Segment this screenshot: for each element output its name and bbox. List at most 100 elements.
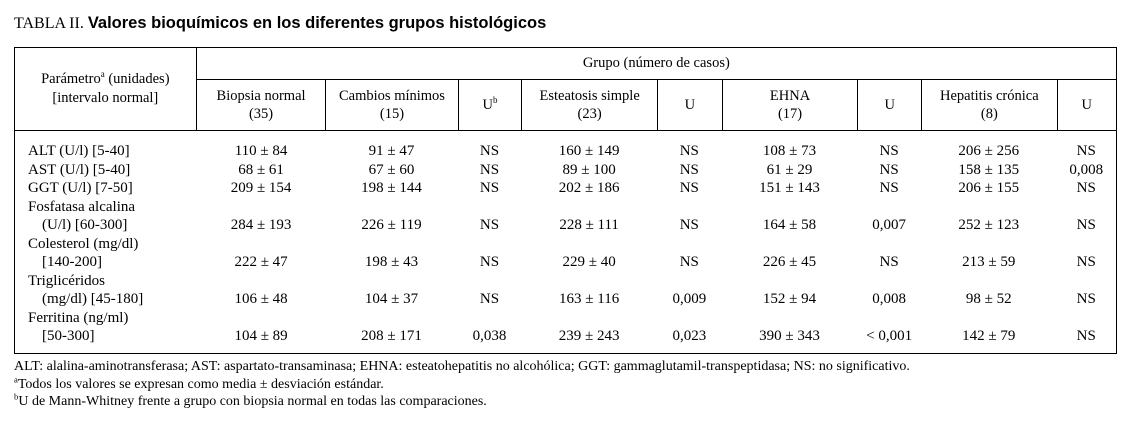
cell: 160 ± 149 bbox=[558, 143, 620, 159]
table-row-ferritina: Ferritina (ng/ml) [50-300] 104 ± 89 208 … bbox=[15, 309, 1116, 346]
cell: NS bbox=[1076, 217, 1096, 233]
cell: 142 ± 79 bbox=[962, 328, 1016, 344]
table-row-alt: ALT (U/l) [5-40] 110 ± 84 91 ± 47 NS 160… bbox=[15, 142, 1116, 161]
cell: NS bbox=[679, 180, 699, 196]
footnote-marker-b: b bbox=[492, 95, 498, 106]
cell: NS bbox=[679, 143, 699, 159]
cell: NS bbox=[1076, 254, 1096, 270]
cell: NS bbox=[1076, 291, 1096, 307]
cell: NS bbox=[479, 143, 500, 159]
cell: < 0,001 bbox=[866, 328, 913, 344]
cell: 228 ± 111 bbox=[559, 217, 619, 233]
cell: 163 ± 116 bbox=[559, 291, 620, 307]
table-number-label: TABLA II. bbox=[14, 15, 84, 32]
table-row-colesterol: Colesterol (mg/dl) [140-200] 222 ± 47 19… bbox=[15, 235, 1116, 272]
cell: 198 ± 43 bbox=[364, 254, 419, 270]
cell: NS bbox=[879, 254, 899, 270]
cell: 108 ± 73 bbox=[762, 143, 817, 159]
cell: 0,009 bbox=[672, 291, 707, 307]
group-header: Grupo (número de casos) bbox=[196, 48, 1116, 80]
table-row-fosfatasa-alcalina: Fosfatasa alcalina (U/l) [60-300] 284 ± … bbox=[15, 198, 1116, 235]
cell: NS bbox=[479, 217, 500, 233]
table-row-ast: AST (U/l) [5-40] 68 ± 61 67 ± 60 NS 89 ±… bbox=[15, 161, 1116, 180]
cell: 252 ± 123 bbox=[958, 217, 1020, 233]
cell: NS bbox=[679, 161, 699, 178]
cell: NS bbox=[879, 161, 899, 178]
group-header-block: Grupo (número de casos) Biopsia normal (… bbox=[196, 48, 1116, 130]
cell: 206 ± 256 bbox=[958, 143, 1020, 159]
table-row-trigliceridos: Triglicéridos (mg/dl) [45-180] 106 ± 48 … bbox=[15, 272, 1116, 309]
cell: 67 ± 60 bbox=[368, 161, 415, 178]
cell: 0,007 bbox=[872, 217, 907, 233]
cell: NS bbox=[1076, 328, 1096, 344]
data-table: Parámetroa (unidades) [intervalo normal]… bbox=[14, 47, 1117, 354]
col-header-u2: U bbox=[656, 80, 722, 130]
cell: 164 ± 58 bbox=[762, 217, 817, 233]
cell: NS bbox=[879, 180, 899, 196]
cell: 229 ± 40 bbox=[562, 254, 616, 270]
cell: 61 ± 29 bbox=[766, 161, 813, 178]
cell: 110 ± 84 bbox=[234, 143, 288, 159]
cell: 0,008 bbox=[1069, 161, 1104, 178]
cell: 209 ± 154 bbox=[230, 180, 292, 196]
col-header-hepatitis-cronica: Hepatitis crónica (8) bbox=[921, 80, 1056, 130]
param-header-line2: [intervalo normal] bbox=[52, 90, 159, 106]
cell: NS bbox=[1076, 143, 1096, 159]
group-columns-row: Biopsia normal (35) Cambios mínimos (15)… bbox=[197, 80, 1116, 130]
row-param: GGT (U/l) [7-50] bbox=[28, 180, 133, 196]
param-header-line1: Parámetroa (unidades) bbox=[41, 69, 170, 87]
cell: 198 ± 144 bbox=[361, 180, 422, 196]
cell: 98 ± 52 bbox=[965, 291, 1012, 307]
col-header-ehna: EHNA (17) bbox=[721, 80, 857, 130]
row-param: ALT (U/l) [5-40] bbox=[28, 143, 130, 159]
footnote-abbreviations: ALT: alalina-aminotransferasa; AST: aspa… bbox=[14, 359, 910, 374]
cell: 284 ± 193 bbox=[230, 217, 292, 233]
cell: 106 ± 48 bbox=[234, 291, 288, 307]
table-title: TABLA II. Valores bioquímicos en los dife… bbox=[14, 12, 1131, 35]
cell: 213 ± 59 bbox=[962, 254, 1016, 270]
row-param: AST (U/l) [5-40] bbox=[28, 161, 131, 178]
footnote-b-marker: b bbox=[14, 391, 19, 402]
row-param: Colesterol (mg/dl) [140-200] bbox=[28, 235, 139, 271]
cell: NS bbox=[479, 254, 500, 270]
col-header-biopsia-normal: Biopsia normal (35) bbox=[216, 88, 306, 122]
cell: NS bbox=[479, 161, 500, 178]
col-header-cambios-minimos: Cambios mínimos (15) bbox=[325, 80, 457, 130]
cell: NS bbox=[679, 254, 699, 270]
col-header-u1: Ub bbox=[457, 80, 522, 130]
cell: NS bbox=[1076, 180, 1096, 196]
cell: 89 ± 100 bbox=[562, 161, 616, 178]
cell: 206 ± 155 bbox=[958, 180, 1020, 196]
param-column-header: Parámetroa (unidades) [intervalo normal] bbox=[15, 48, 197, 130]
cell: 91 ± 47 bbox=[368, 143, 415, 159]
cell: NS bbox=[679, 217, 699, 233]
cell: 68 ± 61 bbox=[238, 161, 284, 178]
footnote-marker-a: a bbox=[100, 69, 105, 80]
cell: NS bbox=[879, 143, 899, 159]
cell: 390 ± 343 bbox=[759, 328, 820, 344]
cell: 0,008 bbox=[872, 291, 907, 307]
cell: 208 ± 171 bbox=[361, 328, 422, 344]
col-header-u3: U bbox=[857, 80, 921, 130]
cell: 0,038 bbox=[472, 328, 507, 344]
footnote-b: bU de Mann-Whitney frente a grupo con bi… bbox=[14, 391, 487, 409]
cell: 226 ± 45 bbox=[762, 254, 817, 270]
table-footnotes: ALT: alalina-aminotransferasa; AST: aspa… bbox=[14, 358, 1119, 411]
cell: 104 ± 37 bbox=[364, 291, 419, 307]
cell: 226 ± 119 bbox=[361, 217, 422, 233]
footnote-a: aTodos los valores se expresan como medi… bbox=[14, 373, 384, 392]
table-row-ggt: GGT (U/l) [7-50] 209 ± 154 198 ± 144 NS … bbox=[15, 179, 1116, 198]
row-param: Fosfatasa alcalina (U/l) [60-300] bbox=[28, 198, 136, 234]
table-header: Parámetroa (unidades) [intervalo normal]… bbox=[15, 48, 1116, 131]
row-param: Ferritina (ng/ml) [50-300] bbox=[28, 309, 129, 345]
col-header-esteatosis-simple: Esteatosis simple (23) bbox=[521, 80, 656, 130]
col-header-u4: U bbox=[1056, 80, 1116, 130]
cell: 158 ± 135 bbox=[958, 161, 1020, 178]
cell: NS bbox=[479, 291, 500, 307]
cell: NS bbox=[479, 180, 500, 196]
cell: 0,023 bbox=[672, 328, 707, 344]
cell: 152 ± 94 bbox=[762, 291, 817, 307]
cell: 202 ± 186 bbox=[558, 180, 620, 196]
row-param: Triglicéridos (mg/dl) [45-180] bbox=[28, 272, 144, 308]
